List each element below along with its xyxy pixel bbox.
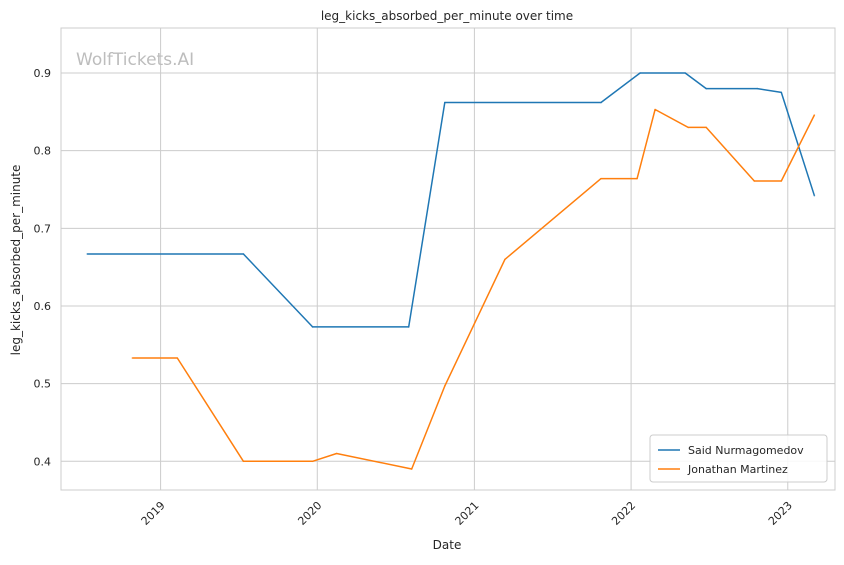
legend-box xyxy=(649,434,828,483)
data-point xyxy=(407,326,410,328)
data-point xyxy=(705,87,708,90)
data-point xyxy=(443,101,446,104)
data-point xyxy=(410,468,413,470)
legend-label: Said Nurmagomedov xyxy=(688,444,804,457)
y-tick-labels: 0.4 0.5 0.6 0.7 0.8 0.9 xyxy=(34,67,52,468)
series-line xyxy=(132,108,816,470)
legend: Said Nurmagomedov Jonathan Martinez xyxy=(649,434,828,483)
watermark-text: WolfTickets.AI xyxy=(76,50,194,70)
chart-title: leg_kicks_absorbed_per_minute over time xyxy=(321,9,573,23)
data-point xyxy=(639,72,641,74)
series-0 xyxy=(86,72,816,328)
data-point xyxy=(600,177,602,180)
plot-area xyxy=(61,28,835,490)
legend-label: Jonathan Martinez xyxy=(687,463,788,476)
y-tick-label: 0.7 xyxy=(34,222,52,235)
series-1 xyxy=(131,108,816,470)
data-point xyxy=(242,253,245,255)
data-point xyxy=(335,452,338,455)
data-point xyxy=(636,177,638,180)
grid xyxy=(61,28,835,490)
x-axis-label: Date xyxy=(433,538,462,552)
data-point xyxy=(86,253,88,255)
data-point xyxy=(756,87,759,90)
series-line xyxy=(87,72,816,328)
y-tick-label: 0.9 xyxy=(34,67,52,80)
data-point xyxy=(813,114,816,116)
plot-border xyxy=(60,27,836,491)
y-tick-label: 0.4 xyxy=(34,455,52,468)
data-point xyxy=(504,258,506,261)
data-point xyxy=(600,101,602,104)
data-point xyxy=(242,460,245,463)
data-point xyxy=(131,357,134,359)
data-point xyxy=(443,385,446,387)
data-point xyxy=(176,357,179,359)
data-point xyxy=(780,180,783,182)
data-point xyxy=(705,126,708,129)
data-point xyxy=(813,194,816,197)
series-layer xyxy=(86,72,816,470)
data-point xyxy=(753,180,756,182)
data-point xyxy=(780,91,783,94)
data-point xyxy=(311,460,314,463)
data-point xyxy=(311,326,314,328)
y-tick-label: 0.5 xyxy=(34,378,52,391)
data-point xyxy=(687,126,689,129)
y-tick-label: 0.6 xyxy=(34,300,52,313)
data-point xyxy=(684,72,686,74)
y-axis-label: leg_kicks_absorbed_per_minute xyxy=(9,165,23,356)
y-tick-label: 0.8 xyxy=(34,145,52,158)
data-point xyxy=(654,108,656,111)
